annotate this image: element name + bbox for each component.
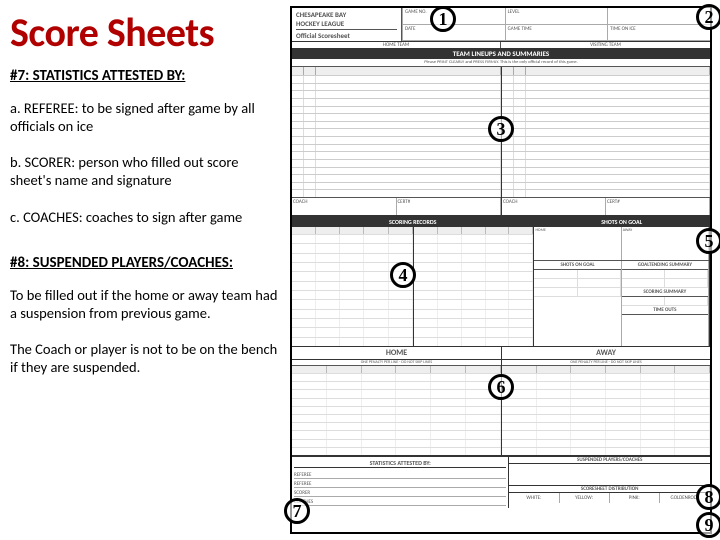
callout-5: 5: [696, 228, 720, 254]
callout-4: 4: [390, 262, 416, 288]
penalties: HOME ONE PENALTY PER LINE - DO NOT SKIP …: [292, 347, 710, 457]
shots-block: SHOTS ON GOAL HOMEAWAY SHOTS ON GOAL GOA…: [534, 217, 710, 347]
sheet-header: CHESAPEAKE BAY HOCKEY LEAGUE Official Sc…: [292, 8, 710, 42]
away-coach: COACH: [502, 198, 606, 215]
dist-header: SCORESHEET DISTRIBUTION: [509, 486, 710, 493]
text-column: Score Sheets #7: STATISTICS ATTESTED BY:…: [0, 0, 290, 540]
callout-6: 6: [488, 374, 514, 400]
away-pen-header: AWAY: [502, 347, 710, 360]
scoring-header: SCORING RECORDS: [292, 217, 533, 227]
scoresheet: CHESAPEAKE BAY HOCKEY LEAGUE Official Sc…: [290, 6, 712, 534]
shots-header: SHOTS ON GOAL: [534, 217, 709, 227]
section7-heading: #7: STATISTICS ATTESTED BY:: [10, 67, 278, 85]
section8-p2: The Coach or player is not to be on the …: [10, 340, 278, 376]
visiting-team-label: VISITING TEAM: [501, 42, 710, 48]
section8-p1: To be filled out if the home or away tea…: [10, 286, 278, 322]
home-pen-header: HOME: [292, 347, 501, 360]
attested-header: STATISTICS ATTESTED BY:: [294, 459, 506, 468]
league-line1: CHESAPEAKE BAY: [296, 10, 397, 19]
goaltending-header: GOALTENDING SUMMARY: [622, 261, 708, 270]
suspended-header: SUSPENDED PLAYERS/COACHES: [509, 457, 710, 464]
timeouts-header: TIME OUTS: [622, 306, 708, 315]
lineup-banner: TEAM LINEUPS AND SUMMARIES: [292, 48, 710, 59]
title: Score Sheets: [10, 8, 278, 57]
mid-section: SCORING RECORDS SHOTS ON GOAL HOMEAWAY: [292, 217, 710, 347]
section8-heading: #8: SUSPENDED PLAYERS/COACHES:: [10, 254, 278, 272]
league-line2: HOCKEY LEAGUE: [296, 19, 397, 28]
home-cert: CERT#: [397, 198, 502, 215]
field-blank: [607, 8, 710, 25]
dist-pink: PINK:: [610, 493, 660, 503]
section7-b: b. SCORER: person who filled out score s…: [10, 153, 278, 189]
official-scoresheet: Official Scoresheet: [296, 29, 397, 40]
dist-yellow: YELLOW:: [560, 493, 610, 503]
away-penalties: AWAY ONE PENALTY PER LINE - DO NOT SKIP …: [501, 347, 710, 455]
home-penalties: HOME ONE PENALTY PER LINE - DO NOT SKIP …: [292, 347, 501, 455]
callout-7: 7: [284, 498, 310, 524]
home-team-label: HOME TEAM: [292, 42, 501, 48]
referee-line2: REFEREE: [294, 479, 506, 488]
attested-block: STATISTICS ATTESTED BY: REFEREE REFEREE …: [292, 457, 509, 508]
section7-c: c. COACHES: coaches to sign after game: [10, 208, 278, 226]
referee-line: REFEREE: [294, 470, 506, 479]
scoresheet-container: CHESAPEAKE BAY HOCKEY LEAGUE Official Sc…: [290, 0, 720, 540]
bottom-section: STATISTICS ATTESTED BY: REFEREE REFEREE …: [292, 457, 710, 508]
coaches-line: COACHES: [294, 497, 506, 506]
away-lineup: COACHCERT#: [501, 67, 710, 215]
field-gametime: GAME TIME: [505, 25, 608, 42]
league-block: CHESAPEAKE BAY HOCKEY LEAGUE Official Sc…: [292, 8, 402, 41]
field-date: DATE: [402, 25, 505, 42]
away-cert: CERT#: [606, 198, 710, 215]
callout-3: 3: [488, 116, 514, 142]
home-lineup: COACHCERT#: [292, 67, 501, 215]
scoring-summary-header: SCORING SUMMARY: [622, 288, 708, 297]
callout-9: 9: [696, 512, 720, 538]
field-level: LEVEL: [505, 8, 608, 25]
suspended-block: SUSPENDED PLAYERS/COACHES SCORESHEET DIS…: [509, 457, 710, 508]
scorer-line: SCORER: [294, 488, 506, 497]
section7-a: a. REFEREE: to be signed after game by a…: [10, 99, 278, 135]
lineup-grid: COACHCERT# COACHCERT#: [292, 67, 710, 217]
field-timeonice: TIME ON ICE: [607, 25, 710, 42]
callout-2: 2: [696, 4, 720, 30]
home-coach: COACH: [292, 198, 397, 215]
callout-8: 8: [696, 484, 720, 510]
shots-sub: SHOTS ON GOAL: [534, 261, 620, 270]
lineup-subbanner: Please PRINT CLEARLY and PRESS FIRMLY. T…: [292, 59, 710, 67]
callout-1: 1: [430, 6, 456, 32]
dist-white: WHITE:: [509, 493, 559, 503]
